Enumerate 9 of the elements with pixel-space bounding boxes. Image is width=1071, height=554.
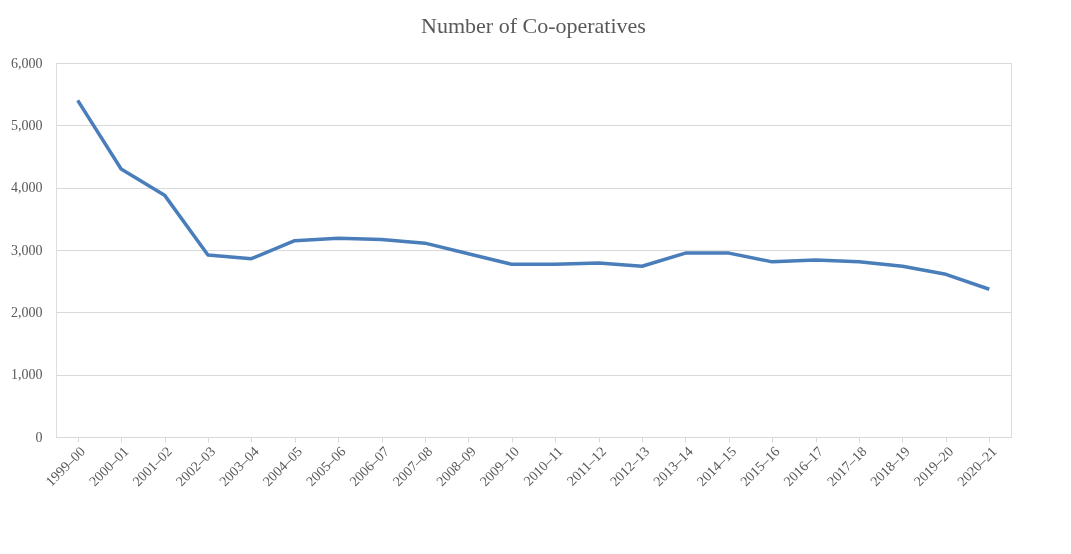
y-tick-label: 2,000 <box>11 304 43 320</box>
y-tick-label: 1,000 <box>11 367 43 383</box>
y-tick-label: 6,000 <box>11 55 43 71</box>
y-tick-label: 3,000 <box>11 242 43 258</box>
y-tick-label: 4,000 <box>11 180 43 196</box>
y-tick-label: 0 <box>35 429 43 445</box>
y-tick-label: 5,000 <box>11 117 43 133</box>
chart-title: Number of Co-operatives <box>421 13 646 38</box>
line-series <box>75 98 992 292</box>
